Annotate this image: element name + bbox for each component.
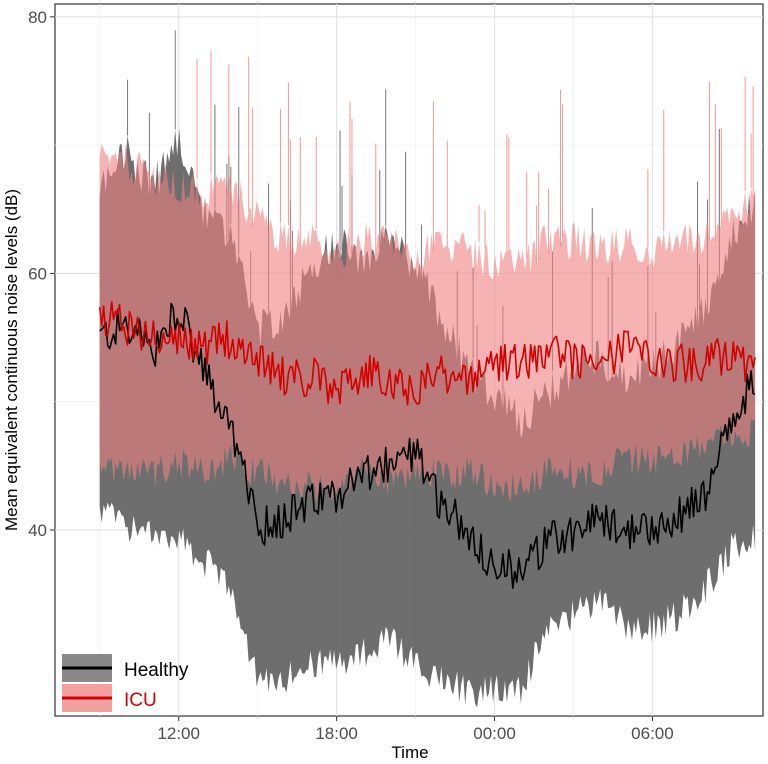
y-axis-title: Mean equivalent continuous noise levels … <box>2 189 21 531</box>
y-tick-label: 40 <box>28 521 47 540</box>
x-tick-label: 06:00 <box>631 724 674 743</box>
x-tick-label: 12:00 <box>157 724 200 743</box>
y-tick-label: 80 <box>28 8 47 27</box>
x-axis-title: Time <box>391 743 428 762</box>
x-tick-label: 00:00 <box>473 724 516 743</box>
x-tick-label: 18:00 <box>315 724 358 743</box>
legend-label-healthy: Healthy <box>124 660 189 681</box>
y-tick-label: 60 <box>28 264 47 283</box>
legend-label-icu: ICU <box>124 690 157 711</box>
